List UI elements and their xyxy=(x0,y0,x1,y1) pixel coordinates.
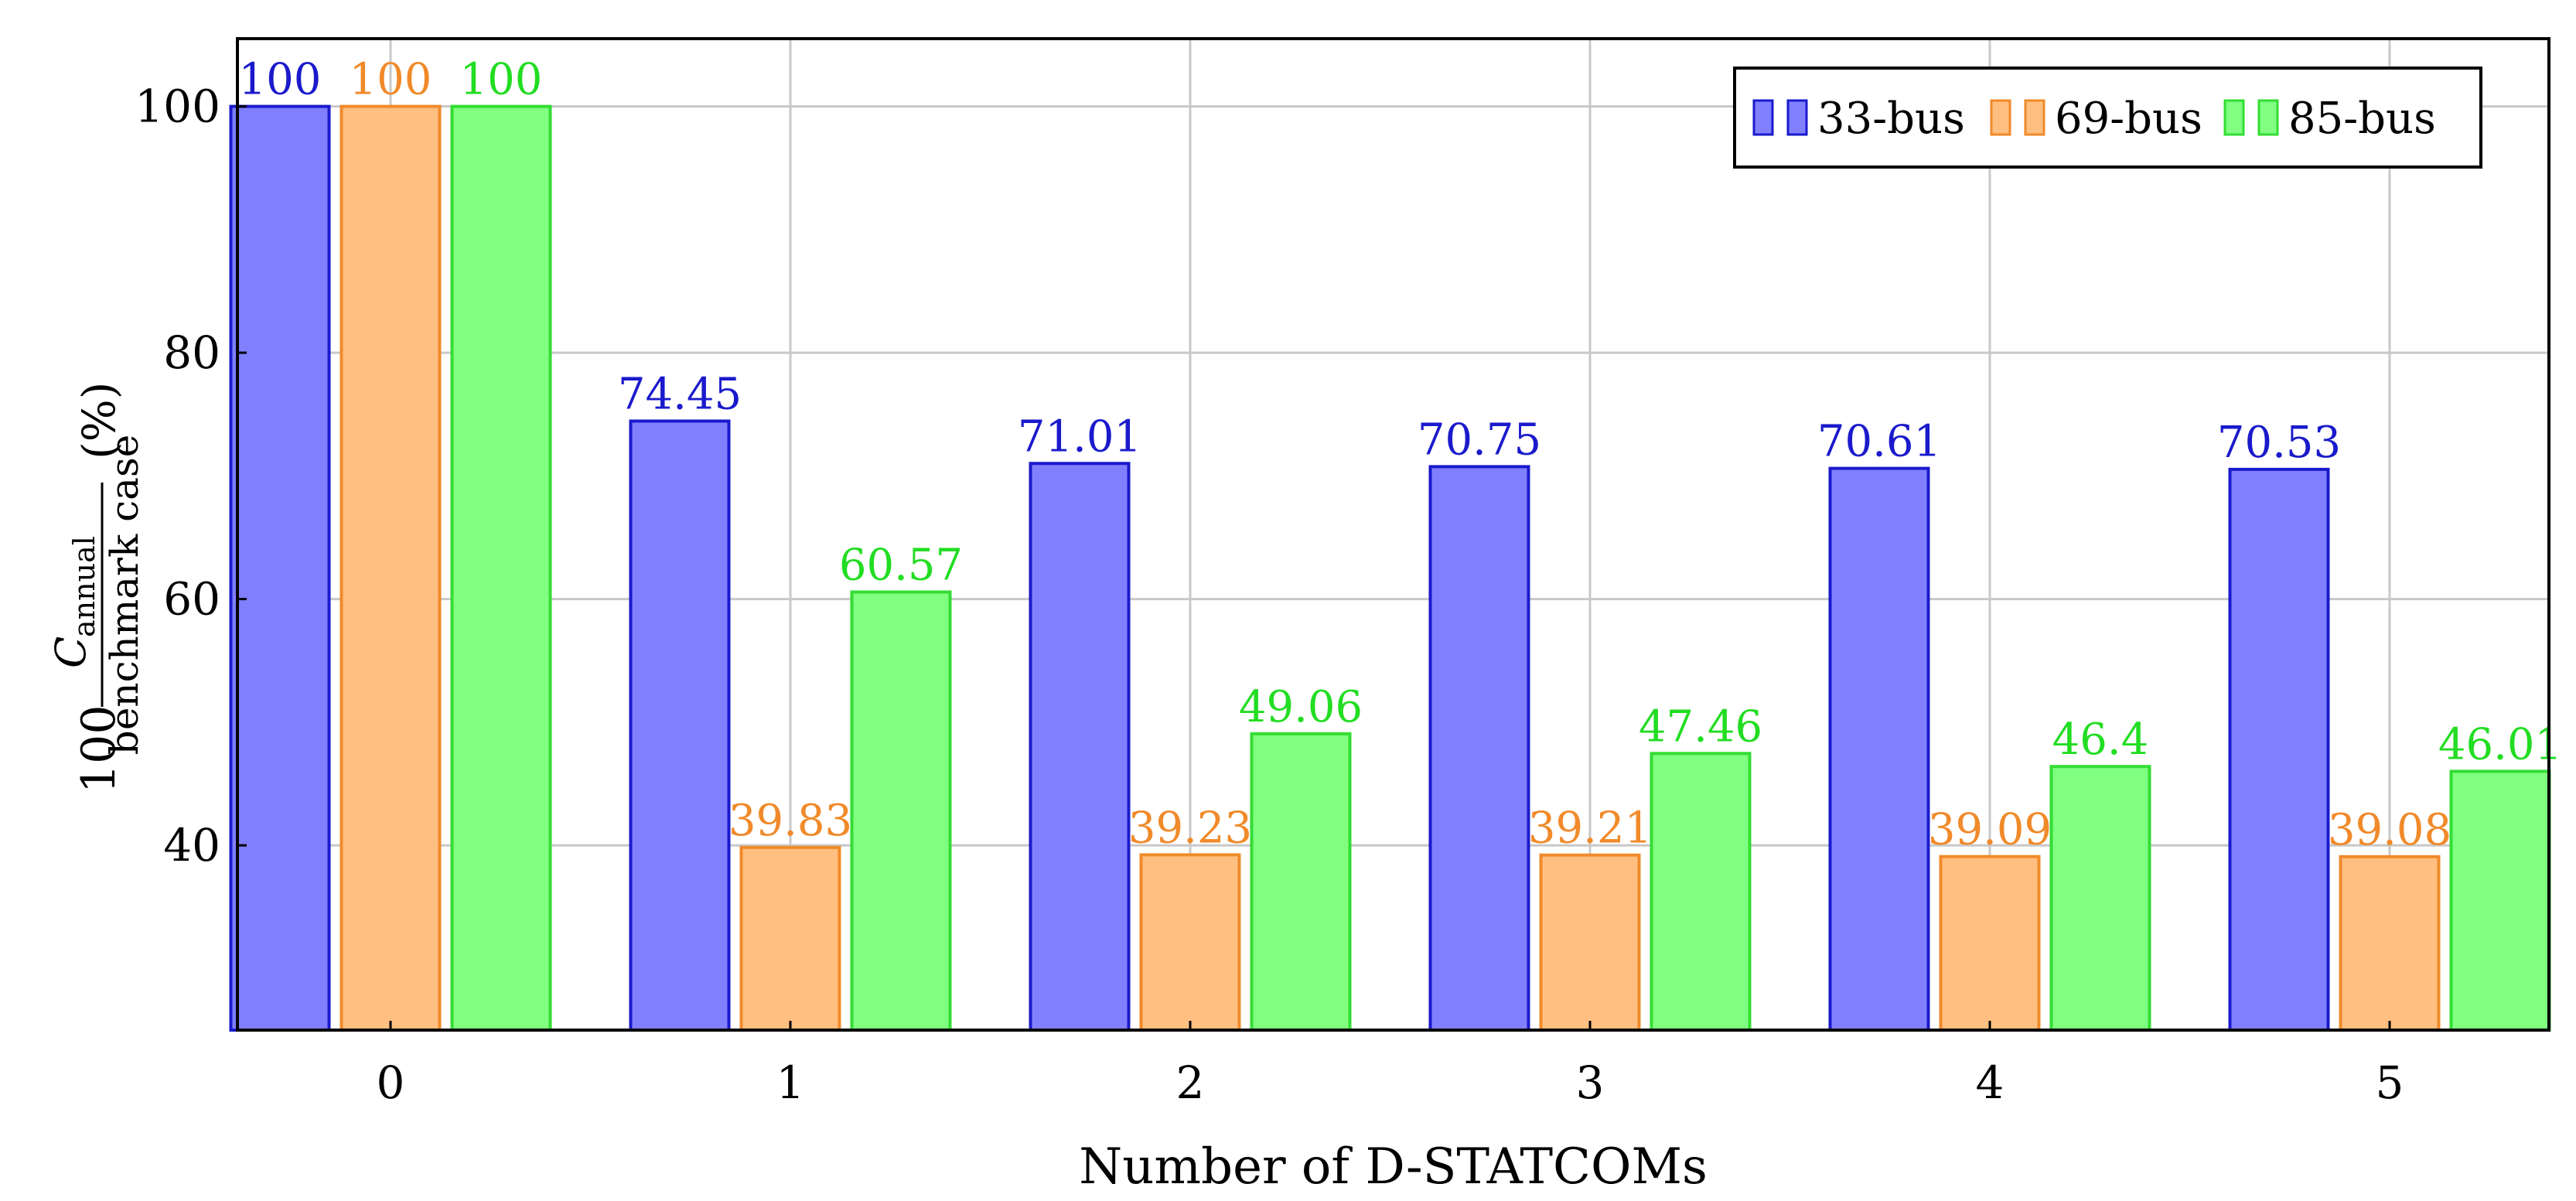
data-label: 47.46 xyxy=(1639,701,1762,752)
bar-85-bus-2 xyxy=(1250,732,1352,1032)
data-label: 100 xyxy=(460,55,543,105)
x-tick-label: 2 xyxy=(1176,1056,1205,1109)
legend-swatch-33-bus xyxy=(1752,99,1774,136)
bar-85-bus-1 xyxy=(850,590,952,1032)
bar-85-bus-5 xyxy=(2449,769,2551,1032)
y-tick-label: 80 xyxy=(163,326,220,379)
data-label: 39.08 xyxy=(2328,805,2451,855)
bar-85-bus-3 xyxy=(1650,752,1752,1032)
bar-69-bus-3 xyxy=(1539,853,1641,1032)
data-label: 49.06 xyxy=(1239,682,1363,732)
bar-33-bus-2 xyxy=(1029,462,1131,1032)
x-tick-label: 0 xyxy=(377,1056,405,1109)
y-axis-label-unit: (%) xyxy=(73,382,125,459)
bars xyxy=(229,104,2551,1032)
legend-swatch-33-bus xyxy=(1786,99,1808,136)
bar-85-bus-4 xyxy=(2049,765,2151,1032)
y-axis-label-numerator-subscript: annual xyxy=(67,536,101,637)
legend-label: 33-bus xyxy=(1817,94,1965,144)
data-label: 39.09 xyxy=(1928,805,2052,855)
x-tick-label: 4 xyxy=(1976,1056,2005,1109)
bar-69-bus-4 xyxy=(1939,855,2041,1032)
legend-swatch-69-bus xyxy=(2024,99,2045,136)
bar-33-bus-5 xyxy=(2228,467,2330,1032)
legend-box xyxy=(1733,67,2482,169)
data-label: 71.01 xyxy=(1018,411,1141,462)
legend-swatch-85-bus xyxy=(2257,99,2279,136)
grid xyxy=(237,39,2549,1030)
bar-69-bus-1 xyxy=(739,845,841,1032)
plot-frame xyxy=(236,37,2550,1032)
x-tick-label: 3 xyxy=(1576,1056,1605,1109)
data-labels: 100 74.45 71.01 70.75 70.61 70.53 100 39.83 39.2… xyxy=(239,55,2563,855)
y-axis-label-numerator: C xyxy=(46,636,95,668)
bar-69-bus-0 xyxy=(339,104,442,1032)
data-label: 39.23 xyxy=(1128,803,1252,853)
data-label: 39.21 xyxy=(1528,804,1652,854)
legend-label: 85-bus xyxy=(2288,94,2436,144)
data-label: 70.61 xyxy=(1817,417,1941,467)
legend-swatch-69-bus xyxy=(1990,99,2011,136)
data-label: 74.45 xyxy=(618,369,742,419)
legend-label: 69-bus xyxy=(2055,94,2202,144)
x-tick-label: 5 xyxy=(2376,1056,2404,1109)
data-label: 70.75 xyxy=(1418,415,1541,465)
bar-33-bus-0 xyxy=(229,104,331,1032)
y-axis-label-denominator: benchmark case xyxy=(102,435,147,755)
y-tick-label: 60 xyxy=(163,573,220,626)
legend: 33-bus 69-bus 85-bus xyxy=(1733,67,2482,169)
x-axis-label: Number of D-STATCOMs xyxy=(1079,1138,1708,1196)
data-label: 46.01 xyxy=(2438,719,2562,769)
legend-swatch-85-bus xyxy=(2223,99,2245,136)
bar-69-bus-2 xyxy=(1139,853,1241,1032)
bar-69-bus-5 xyxy=(2339,855,2441,1032)
y-axis-label-numerator-main: C xyxy=(46,636,95,668)
y-tick-label: 40 xyxy=(163,819,220,872)
data-label: 39.83 xyxy=(728,796,852,846)
bar-85-bus-0 xyxy=(450,104,552,1032)
data-label: 100 xyxy=(350,55,432,105)
data-label: 100 xyxy=(239,55,322,105)
bar-33-bus-4 xyxy=(1828,466,1930,1032)
tick-labels: 0 1 2 3 4 5 40 60 80 100 xyxy=(135,80,2404,1109)
bar-33-bus-3 xyxy=(1428,465,1530,1032)
x-tick-label: 1 xyxy=(776,1056,805,1109)
bar-33-bus-1 xyxy=(629,419,731,1032)
y-axis-label: 100 C annual benchmark case (%) xyxy=(46,382,147,793)
data-label: 60.57 xyxy=(839,541,963,591)
y-axis-label-prefix: 100 xyxy=(72,705,126,793)
y-tick-label: 100 xyxy=(135,80,220,133)
data-label: 70.53 xyxy=(2217,418,2341,468)
data-label: 46.4 xyxy=(2052,715,2149,765)
